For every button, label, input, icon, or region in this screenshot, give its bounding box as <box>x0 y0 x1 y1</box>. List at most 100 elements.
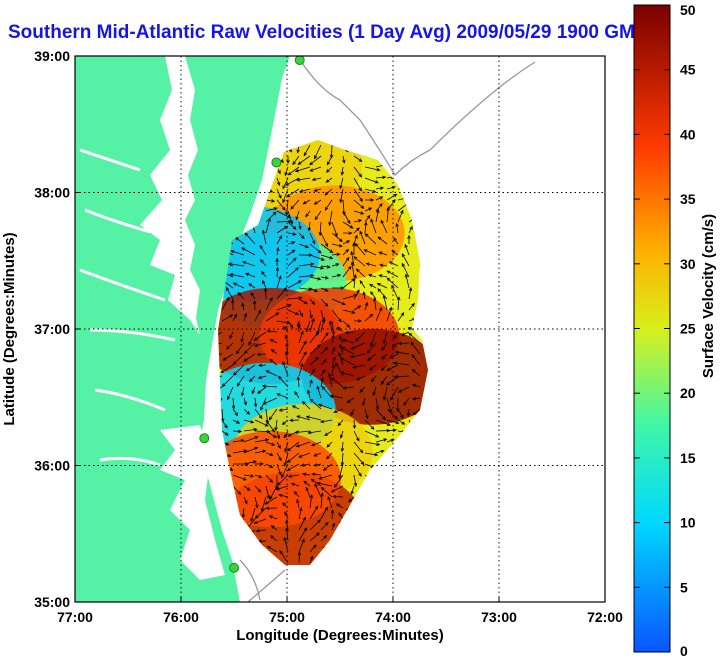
colorbar-tick-label: 35 <box>680 191 696 207</box>
velocity-arrow <box>243 408 251 415</box>
velocity-arrow <box>291 405 300 410</box>
velocity-arrow <box>309 544 317 553</box>
colorbar-tick-label: 15 <box>680 450 696 466</box>
velocity-arrow <box>353 199 365 209</box>
velocity-arrow <box>233 364 245 376</box>
velocity-arrow <box>380 219 388 234</box>
velocity-arrow <box>375 419 391 426</box>
velocity-arrow <box>261 270 267 278</box>
velocity-arrow <box>275 485 289 491</box>
velocity-arrow <box>290 482 300 487</box>
velocity-arrow <box>287 221 297 230</box>
velocity-arrow <box>325 452 333 460</box>
velocity-arrow <box>331 252 341 257</box>
velocity-arrow <box>265 408 270 425</box>
velocity-arrow <box>411 383 421 388</box>
velocity-arrow <box>381 342 388 351</box>
velocity-arrow <box>293 490 300 498</box>
velocity-arrow <box>283 536 289 553</box>
velocity-arrow <box>331 522 336 531</box>
velocity-arrow <box>297 155 311 165</box>
velocity-arrow <box>400 331 410 336</box>
velocity-arrow <box>265 452 274 457</box>
colorbar-tick-label: 50 <box>680 2 696 18</box>
velocity-arrow <box>243 446 259 454</box>
velocity-arrow <box>331 346 336 355</box>
y-tick-label: 39:00 <box>34 48 70 64</box>
velocity-arrow <box>364 207 373 212</box>
velocity-arrow <box>282 361 289 377</box>
velocity-arrow <box>331 232 343 243</box>
velocity-arrow <box>269 535 278 542</box>
velocity-arrow <box>309 344 322 355</box>
velocity-arrow <box>333 408 344 414</box>
velocity-arrow <box>257 375 267 380</box>
velocity-arrow <box>294 166 311 173</box>
velocity-arrow <box>314 210 322 221</box>
velocity-arrow <box>324 199 333 211</box>
velocity-arrow <box>309 532 320 542</box>
velocity-arrow <box>320 346 329 355</box>
velocity-arrow <box>364 177 379 184</box>
velocity-arrow <box>241 507 246 519</box>
velocity-arrow <box>339 188 344 204</box>
velocity-arrow <box>278 408 289 412</box>
x-tick-label: 75:00 <box>269 609 305 625</box>
velocity-arrow <box>262 397 278 405</box>
velocity-arrow <box>367 353 377 361</box>
velocity-arrow <box>382 331 388 345</box>
velocity-arrow <box>232 313 238 322</box>
velocity-arrow <box>287 320 294 329</box>
velocity-arrow <box>241 302 245 311</box>
velocity-arrow <box>307 430 322 435</box>
velocity-arrow <box>410 341 421 355</box>
velocity-arrow <box>338 463 344 479</box>
velocity-arrow <box>298 362 304 377</box>
velocity-arrow <box>265 506 278 510</box>
velocity-arrow <box>236 375 245 387</box>
velocity-arrow <box>339 177 344 190</box>
velocity-arrow <box>354 331 366 342</box>
colorbar-tick-label: 10 <box>680 515 696 531</box>
velocity-arrow <box>309 356 319 366</box>
velocity-arrow <box>309 317 315 333</box>
velocity-arrow <box>243 353 256 362</box>
velocity-arrow <box>411 354 421 366</box>
velocity-arrow <box>309 368 316 377</box>
velocity-arrow <box>342 221 354 229</box>
velocity-arrow <box>243 427 258 432</box>
velocity-arrow <box>309 232 316 245</box>
velocity-arrow <box>324 188 333 196</box>
velocity-arrow <box>391 250 399 256</box>
velocity-arrow <box>287 232 297 236</box>
velocity-arrow <box>265 199 276 203</box>
velocity-arrow <box>332 494 344 499</box>
velocity-arrow <box>276 235 283 245</box>
velocity-arrow <box>276 225 289 234</box>
colorbar-tick-label: 45 <box>680 62 696 78</box>
velocity-arrow <box>340 166 345 176</box>
velocity-arrow <box>327 496 333 509</box>
pamlico-sound <box>160 425 225 580</box>
velocity-arrow <box>229 273 245 278</box>
velocity-arrow <box>254 408 263 419</box>
velocity-arrow <box>309 505 319 520</box>
colorbar-tick-label: 20 <box>680 385 696 401</box>
velocity-arrow <box>243 436 259 443</box>
velocity-arrow <box>298 351 307 366</box>
chart-title: Southern Mid-Atlantic Raw Velocities (1 … <box>8 22 647 43</box>
velocity-arrow <box>342 309 356 314</box>
station-marker-3 <box>229 562 239 573</box>
velocity-arrow <box>287 257 297 267</box>
velocity-arrow <box>254 474 263 479</box>
velocity-arrow <box>265 419 275 433</box>
velocity-arrow <box>340 452 345 467</box>
velocity-arrow <box>393 361 410 366</box>
velocity-arrow <box>408 287 413 300</box>
velocity-arrow <box>311 472 322 476</box>
velocity-arrow <box>320 243 334 254</box>
velocity-arrow <box>270 348 278 355</box>
radar-stations <box>199 56 305 573</box>
velocity-arrow <box>408 225 413 234</box>
velocity-arrow <box>411 368 421 377</box>
